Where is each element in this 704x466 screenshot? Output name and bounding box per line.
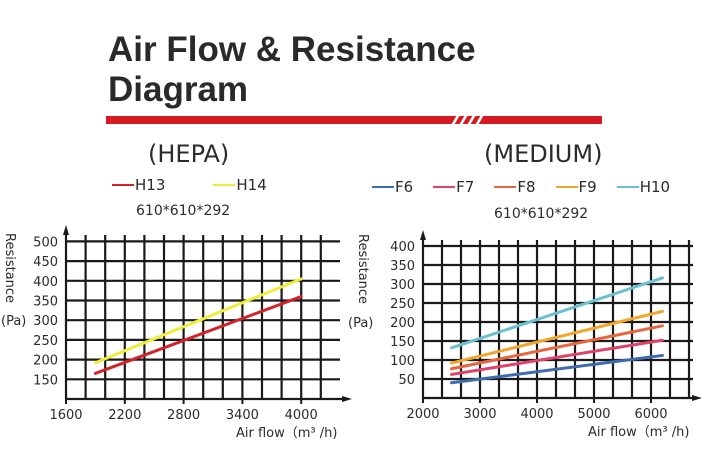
legend-label: F9 <box>578 178 597 196</box>
legend-swatch-h13 <box>112 184 134 186</box>
legend-item-f6: F6 <box>372 178 413 196</box>
series-line-h13 <box>93 295 303 375</box>
y-axis-arrow-icon <box>420 230 426 240</box>
y-tick-label: 250 <box>33 334 58 349</box>
x-tick-label: 6000 <box>634 407 667 422</box>
title-line-1: Air Flow & Resistance <box>108 30 476 69</box>
x-tick-label: 1600 <box>49 408 82 423</box>
series-line-f9 <box>450 309 664 365</box>
legend-swatch-f7 <box>433 186 456 188</box>
legend-label: H10 <box>639 178 671 196</box>
y-axis-arrow-icon <box>63 225 69 235</box>
hepa-chart-title: (HEPA) <box>148 140 230 168</box>
y-tick-label: 250 <box>390 297 415 312</box>
legend-item-f9: F9 <box>555 178 597 196</box>
legend-swatch-f8 <box>494 186 517 188</box>
x-tick-label: 2800 <box>167 408 200 423</box>
legend-label: F8 <box>517 178 536 196</box>
series-line-f8 <box>450 324 664 371</box>
y-tick-label: 400 <box>33 275 58 290</box>
x-axis-arrow-icon <box>342 396 352 402</box>
y-tick-label: 500 <box>33 235 58 250</box>
x-tick-label: 2200 <box>108 408 141 423</box>
x-tick-label: 3400 <box>226 408 259 423</box>
series-line-f7 <box>450 338 664 376</box>
x-tick-label: 2000 <box>406 407 439 422</box>
series-line-h10 <box>450 276 664 350</box>
hepa-size-label: 610*610*292 <box>136 203 231 219</box>
title-underline-bar <box>106 116 602 124</box>
legend-label: F6 <box>395 178 414 196</box>
y-axis-label: Resistance <box>355 234 370 304</box>
legend-item-h14: H14 <box>213 176 267 194</box>
medium-chart-title: (MEDIUM) <box>484 140 603 168</box>
y-axis-unit-label: (Pa) <box>348 316 373 331</box>
y-axis-label: Resistance <box>2 233 17 303</box>
plot-area: 150 200 250 300 350 400 450 500 1600 2200 2800 3400… <box>1 225 352 441</box>
y-tick-label: 150 <box>390 335 415 350</box>
title-line-2: Diagram <box>108 70 249 109</box>
hepa-legend: H13 H14 <box>112 176 267 194</box>
legend-swatch-h14 <box>213 184 236 186</box>
legend-item-f7: F7 <box>433 178 474 196</box>
y-tick-label: 200 <box>390 316 415 331</box>
x-axis-label: Air flow（m³ /h) <box>588 425 689 440</box>
y-tick-label: 300 <box>390 278 415 293</box>
legend-label: H14 <box>236 176 267 194</box>
legend-item-f8: F8 <box>494 178 536 196</box>
legend-label: H13 <box>135 176 166 194</box>
legend-swatch-f6 <box>372 186 394 188</box>
page-title: Air Flow & Resistance Diagram <box>108 30 476 110</box>
series-line-f6 <box>450 353 664 385</box>
y-tick-label: 350 <box>390 259 415 274</box>
legend-swatch-h10 <box>616 186 639 188</box>
x-tick-label: 3000 <box>463 407 496 422</box>
legend-item-h13: H13 <box>112 176 165 194</box>
plot-area: 50 100 150 200 250 300 350 400 2000 3000 4000 5000 6… <box>348 230 702 440</box>
x-axis-label: Air flow（m³ /h) <box>236 426 337 441</box>
x-axis-arrow-icon <box>692 395 702 401</box>
medium-legend: F6 F7 F8 F9 H10 <box>372 178 670 196</box>
y-tick-label: 350 <box>33 295 58 310</box>
y-axis-unit-label: (Pa) <box>1 314 26 329</box>
y-tick-label: 150 <box>33 373 58 388</box>
legend-item-h10: H10 <box>616 178 671 196</box>
y-tick-label: 200 <box>33 354 58 369</box>
series-line-h14 <box>93 277 303 365</box>
legend-label: F7 <box>456 178 475 196</box>
y-tick-label: 450 <box>33 255 58 270</box>
y-tick-label: 100 <box>390 354 415 369</box>
x-tick-label: 5000 <box>577 407 610 422</box>
y-tick-label: 400 <box>390 240 415 255</box>
y-tick-label: 50 <box>398 373 415 388</box>
x-tick-label: 4000 <box>520 407 553 422</box>
y-tick-label: 300 <box>33 314 58 329</box>
x-tick-label: 4000 <box>285 408 318 423</box>
legend-swatch-f9 <box>555 186 578 188</box>
medium-size-label: 610*610*292 <box>494 206 589 222</box>
